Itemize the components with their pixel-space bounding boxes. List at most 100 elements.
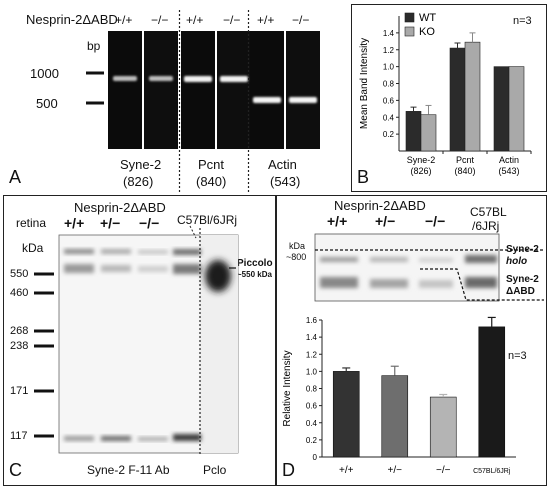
panel-c-marker-171: 171: [10, 385, 29, 397]
panel-a-construct: Nesprin-2ΔABD: [26, 12, 118, 27]
panel-a-genotype-4: −/−: [223, 13, 241, 27]
d-y-tick-label: 0.8: [306, 385, 318, 394]
b-x-label-name: Pcnt: [456, 155, 475, 165]
panel-b-chart: 0.2 0.4 0.6 0.8 1.0 1.2 1.4 Mean Band Intensity…: [359, 12, 532, 176]
gel-band-syne2-wt: [113, 76, 137, 81]
panel-c-marker-268: 268: [10, 325, 29, 337]
panel-a-gene-1-name: Syne-2: [120, 157, 162, 172]
b-y-tick-label: 1.0: [383, 63, 395, 72]
b-y-tick-label: 0.6: [383, 96, 395, 105]
panel-d-genotype-2: +/−: [375, 213, 396, 229]
blot-c-band-117-4: [173, 434, 201, 441]
panel-d-holo-line2: holo: [506, 256, 528, 267]
d-bar: [381, 375, 409, 458]
panel-a-gel: [86, 10, 320, 192]
d-x-label: C57BL/6JRj: [473, 468, 511, 475]
d-y-tick-label: 0.4: [306, 419, 318, 428]
panel-a-letter: A: [9, 167, 22, 187]
b-x-label-size: (826): [410, 166, 431, 176]
panel-a-genotype-3: +/+: [186, 13, 204, 27]
blot-c-band-117-3: [138, 437, 168, 441]
d-y-tick-label: 1.0: [306, 367, 318, 376]
blot-d-band-abd-1: [320, 277, 358, 288]
d-bar: [429, 396, 457, 458]
d-y-tick-label: 0: [313, 453, 318, 462]
panel-b-frame: [351, 4, 547, 192]
b-legend-label-ko: KO: [419, 26, 435, 38]
panel-a-genotype-2: −/−: [151, 13, 169, 27]
b-bar-ko: [464, 41, 481, 152]
blot-d-band-abd-4: [465, 277, 497, 288]
blot-c-band-117-2: [101, 436, 131, 441]
panel-c-piccolo-label: Piccolo: [237, 258, 273, 269]
panel-c-letter: C: [9, 460, 22, 480]
b-x-label-size: (840): [454, 166, 475, 176]
panel-c-marker-550: 550: [10, 268, 29, 280]
panel-c-frame: [3, 195, 276, 486]
panel-d-letter: D: [282, 460, 295, 480]
panel-c-genotype-3: −/−: [139, 215, 160, 231]
panel-c-blot: [34, 225, 239, 455]
b-y-tick-label: 0.4: [383, 113, 395, 122]
panel-d-kda-value: ~800: [286, 252, 307, 262]
blot-d-band-holo-4: [465, 255, 497, 263]
d-y-tick-label: 1.4: [306, 333, 318, 342]
panel-c-marker-238: 238: [10, 340, 29, 352]
gel-band-pcnt-ko: [220, 76, 248, 82]
gel-lane-5: [250, 31, 284, 149]
d-y-tick-label: 0.2: [306, 436, 318, 445]
blot-d-band-abd-3: [419, 280, 453, 288]
panel-c-strain: C57Bl/6JRj: [177, 213, 238, 227]
panel-c-antibody: Syne-2 F-11 Ab: [87, 463, 170, 477]
panel-c-piccolo-size: ~550 kDa: [237, 270, 272, 279]
panel-d-blot: [314, 233, 544, 302]
blot-c-band-mid-4: [173, 264, 201, 274]
panel-a-gene-3-name: Actin: [268, 157, 297, 172]
gel-lane-6: [286, 31, 320, 149]
d-bar: [332, 371, 360, 458]
d-y-tick-label: 1.2: [306, 350, 318, 359]
b-bar-wt: [449, 47, 466, 152]
b-x-label-size: (543): [498, 166, 519, 176]
panel-a-gene-2-name: Pcnt: [198, 157, 225, 172]
panel-a-genotype-1: +/+: [115, 13, 133, 27]
gel-lane-4: [217, 31, 251, 149]
b-legend-swatch-wt: [404, 12, 415, 23]
panel-a-gene-3-size: (543): [270, 174, 301, 189]
b-x-label-name: Syne-2: [407, 155, 436, 165]
d-y-tick-label: 1.6: [306, 316, 318, 325]
b-x-label-name: Actin: [499, 155, 519, 165]
blot-c-band-holo-3: [138, 250, 168, 254]
gel-band-actin-ko: [289, 97, 317, 103]
b-y-tick-label: 1.4: [383, 29, 395, 38]
b-bar-ko: [420, 114, 437, 152]
blot-d-band-holo-1: [320, 257, 358, 262]
panel-c-genotype-1: +/+: [64, 215, 85, 231]
panel-d-frame: [276, 195, 547, 486]
d-x-label: +/+: [339, 465, 354, 476]
panel-d-genotype-3: −/−: [425, 213, 446, 229]
panel-d-chart: 0 0.2 0.4 0.6 0.8 1.0 1.2 1.4 1.6 Relative Intens…: [282, 316, 516, 476]
b-legend-label-wt: WT: [419, 12, 436, 24]
panel-d-construct: Nesprin-2ΔABD: [334, 198, 426, 213]
panel-d-n-label: n=3: [508, 350, 527, 362]
panel-d-abd-line2: ΔABD: [506, 286, 535, 297]
panel-a-marker-1000: 1000: [30, 66, 59, 81]
gel-band-syne2-ko: [149, 76, 173, 81]
blot-d-band-abd-2: [370, 279, 408, 288]
b-legend-swatch-ko: [404, 26, 415, 37]
panel-a-genotype-5: +/+: [257, 13, 275, 27]
panel-c-construct: Nesprin-2ΔABD: [74, 200, 166, 215]
b-y-tick-label: 0.2: [383, 130, 395, 139]
blot-c-band-mid-1: [64, 264, 94, 273]
panel-c-marker-117: 117: [10, 430, 28, 442]
b-bar-ko: [508, 66, 525, 152]
d-y-axis-label: Relative Intensity: [282, 350, 293, 426]
b-bar-wt: [493, 66, 510, 152]
panel-a-gene-2-size: (840): [196, 174, 227, 189]
panel-b-letter: B: [357, 167, 370, 187]
panel-a-genotype-6: −/−: [292, 13, 310, 27]
panel-b-n-label: n=3: [513, 15, 532, 27]
blot-d-membrane: [314, 233, 500, 302]
